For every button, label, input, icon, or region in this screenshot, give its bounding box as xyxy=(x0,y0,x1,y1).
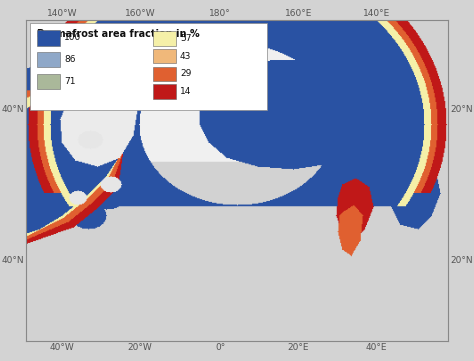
FancyBboxPatch shape xyxy=(30,23,266,110)
Text: 40°W: 40°W xyxy=(49,343,74,352)
Text: 160°W: 160°W xyxy=(125,9,155,18)
Bar xyxy=(153,84,176,99)
Text: 100: 100 xyxy=(64,33,81,42)
Text: 140°W: 140°W xyxy=(46,9,77,18)
Text: 20°N: 20°N xyxy=(450,105,473,114)
Bar xyxy=(36,30,60,45)
Text: 57: 57 xyxy=(180,34,191,43)
Text: 20°E: 20°E xyxy=(287,343,309,352)
Text: 40°N: 40°N xyxy=(1,105,24,114)
Text: 0°: 0° xyxy=(215,343,225,352)
Bar xyxy=(36,52,60,68)
Text: 20°W: 20°W xyxy=(128,343,152,352)
Bar xyxy=(153,31,176,45)
Text: Permafrost area fraction in %: Permafrost area fraction in % xyxy=(36,29,199,39)
Text: 43: 43 xyxy=(180,52,191,61)
Text: 20°N: 20°N xyxy=(450,256,473,265)
Text: 71: 71 xyxy=(64,77,75,86)
Bar xyxy=(153,67,176,81)
Text: 40°N: 40°N xyxy=(1,256,24,265)
Text: 29: 29 xyxy=(180,69,191,78)
Text: 140°E: 140°E xyxy=(363,9,390,18)
Text: 40°E: 40°E xyxy=(365,343,387,352)
Bar xyxy=(36,74,60,89)
Bar xyxy=(153,49,176,63)
Text: 14: 14 xyxy=(180,87,191,96)
Text: 160°E: 160°E xyxy=(284,9,312,18)
Text: 86: 86 xyxy=(64,55,75,64)
Text: 180°: 180° xyxy=(209,9,231,18)
